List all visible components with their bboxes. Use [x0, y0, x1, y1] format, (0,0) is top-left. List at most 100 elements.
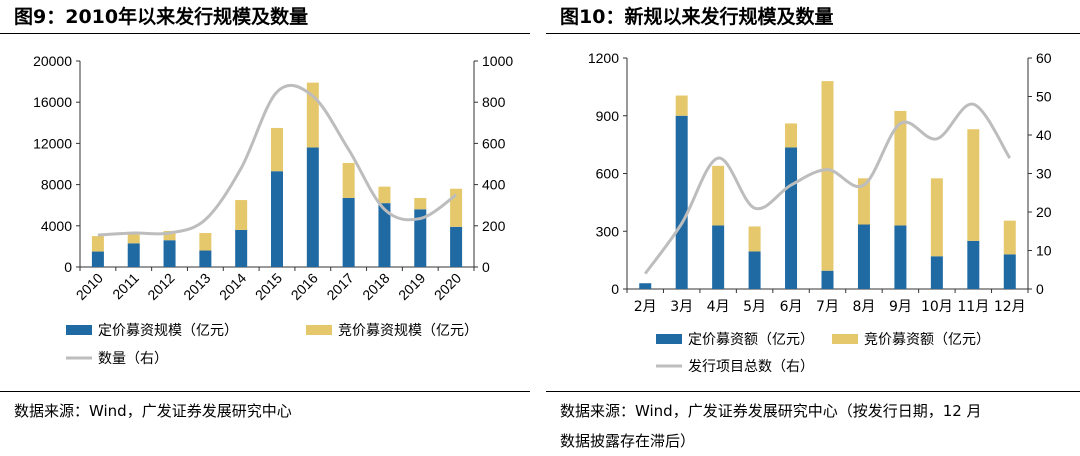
legend-label: 竞价募资额（亿元） [864, 331, 990, 348]
bar-fixed [930, 256, 943, 289]
left-chart: 0 4000 8000 12000 16000 20000 0 200 400 600 800 100… [33, 53, 513, 367]
x-tick-label: 2011 [109, 270, 142, 303]
y-tick-label-right: 40 [1036, 127, 1052, 143]
x-tick-label: 7月 [816, 299, 839, 315]
bar-bid [127, 233, 140, 244]
y-tick-label-left: 600 [596, 166, 620, 182]
bar-fixed [235, 229, 248, 267]
x-tick-label: 2010 [73, 270, 106, 303]
x-tick-label: 4月 [707, 299, 730, 315]
bar-fixed [91, 251, 104, 267]
y-tick-label-left: 0 [64, 259, 72, 275]
x-tick-label: 6月 [780, 299, 803, 315]
x-tick-label: 9月 [889, 299, 912, 315]
bar-bid [199, 233, 212, 251]
bar-fixed [712, 225, 725, 289]
left-panel: 图9：2010年以来发行规模及数量 0 4000 8000 12000 16000 200… [0, 0, 530, 456]
x-tick-label: 10月 [921, 299, 953, 315]
x-tick-label: 2018 [359, 270, 392, 303]
bar-bid [91, 236, 104, 252]
right-top-rule [546, 33, 1080, 34]
bar-bid [712, 165, 725, 226]
bar-bid [930, 178, 943, 257]
bar-bid [342, 162, 355, 198]
bar-fixed [639, 283, 652, 289]
bar-fixed [378, 203, 391, 267]
bar-fixed [785, 147, 798, 289]
legend-label: 定价募资额（亿元） [688, 332, 814, 348]
bar-bid [675, 95, 688, 116]
right-figure-title: 图10：新规以来发行规模及数量 [560, 6, 834, 28]
bar-fixed [748, 251, 761, 289]
y-tick-label-left: 16000 [33, 94, 72, 110]
y-tick-label-right: 30 [1036, 166, 1052, 182]
y-tick-label-right: 600 [482, 135, 506, 151]
right-source-line-1: 数据来源：Wind，广发证券发展研究中心（按发行日期，12 月 [560, 402, 982, 420]
bar-bid [1003, 220, 1016, 255]
y-tick-label-left: 8000 [41, 177, 72, 193]
legend-label: 发行项目总数（右） [688, 359, 814, 375]
x-tick-label: 2020 [431, 270, 464, 303]
x-tick-label: 3月 [670, 299, 693, 315]
y-tick-label-right: 200 [482, 218, 506, 234]
bar-fixed [271, 171, 283, 267]
x-tick-label: 2013 [180, 270, 213, 303]
x-tick-label: 2012 [144, 270, 177, 303]
y-tick-label-right: 1000 [482, 53, 513, 69]
x-tick-label: 2016 [288, 270, 321, 303]
bar-fixed [857, 224, 870, 289]
legend-swatch [832, 334, 858, 344]
left-source-note: 数据来源：Wind，广发证券发展研究中心 [14, 402, 292, 420]
line-series [97, 83, 457, 237]
line-series [644, 102, 1012, 275]
bar-fixed [199, 250, 212, 267]
bar-fixed [342, 197, 355, 267]
y-tick-label-left: 900 [596, 108, 620, 124]
bar-bid [785, 123, 798, 148]
y-tick-label-right: 800 [482, 94, 506, 110]
bar-bid [450, 188, 463, 227]
left-bottom-rule [0, 391, 530, 392]
y-tick-label-right: 0 [482, 259, 490, 275]
bar-fixed [163, 240, 176, 267]
bar-bid [414, 197, 427, 210]
x-tick-label: 2014 [216, 270, 249, 303]
x-tick-label: 11月 [957, 299, 989, 315]
y-tick-label-left: 300 [596, 223, 620, 239]
y-tick-label-left: 0 [611, 281, 619, 297]
bar-bid [748, 226, 761, 252]
legend-label: 数量（右） [98, 351, 168, 367]
bar-bid [163, 230, 176, 241]
y-tick-label-left: 1200 [588, 50, 619, 66]
right-panel: 图10：新规以来发行规模及数量 0 300 600 900 1200 0 10 20 30 40 5… [546, 0, 1080, 456]
bar-fixed [414, 209, 427, 267]
bar-bid [894, 110, 907, 226]
bar-fixed [127, 243, 140, 267]
y-tick-label-left: 20000 [33, 53, 72, 69]
bar-fixed [306, 147, 319, 267]
x-tick-label: 2015 [252, 270, 285, 303]
y-tick-label-right: 60 [1036, 50, 1052, 66]
x-tick-label: 12月 [994, 299, 1026, 315]
bar-fixed [675, 115, 688, 289]
y-tick-label-right: 10 [1036, 243, 1052, 259]
x-tick-label: 5月 [743, 299, 766, 315]
bar-bid [271, 127, 283, 172]
legend-label: 竞价募资规模（亿元） [338, 322, 478, 339]
bar-bid [821, 81, 834, 271]
legend-label: 定价募资规模（亿元） [98, 323, 238, 339]
bar-fixed [450, 226, 463, 267]
y-tick-label-left: 4000 [41, 218, 72, 234]
legend-swatch [306, 325, 332, 335]
left-top-rule [0, 33, 530, 34]
y-tick-label-right: 50 [1036, 89, 1052, 105]
bar-fixed [894, 225, 907, 289]
y-tick-label-left: 12000 [33, 135, 72, 151]
x-tick-label: 8月 [852, 299, 875, 315]
legend-swatch [66, 325, 92, 335]
x-tick-label: 2月 [634, 299, 657, 315]
y-tick-label-right: 20 [1036, 204, 1052, 220]
x-tick-label: 2019 [395, 270, 428, 303]
right-source-line-2: 数据披露存在滞后） [560, 432, 696, 450]
bar-fixed [967, 240, 980, 289]
